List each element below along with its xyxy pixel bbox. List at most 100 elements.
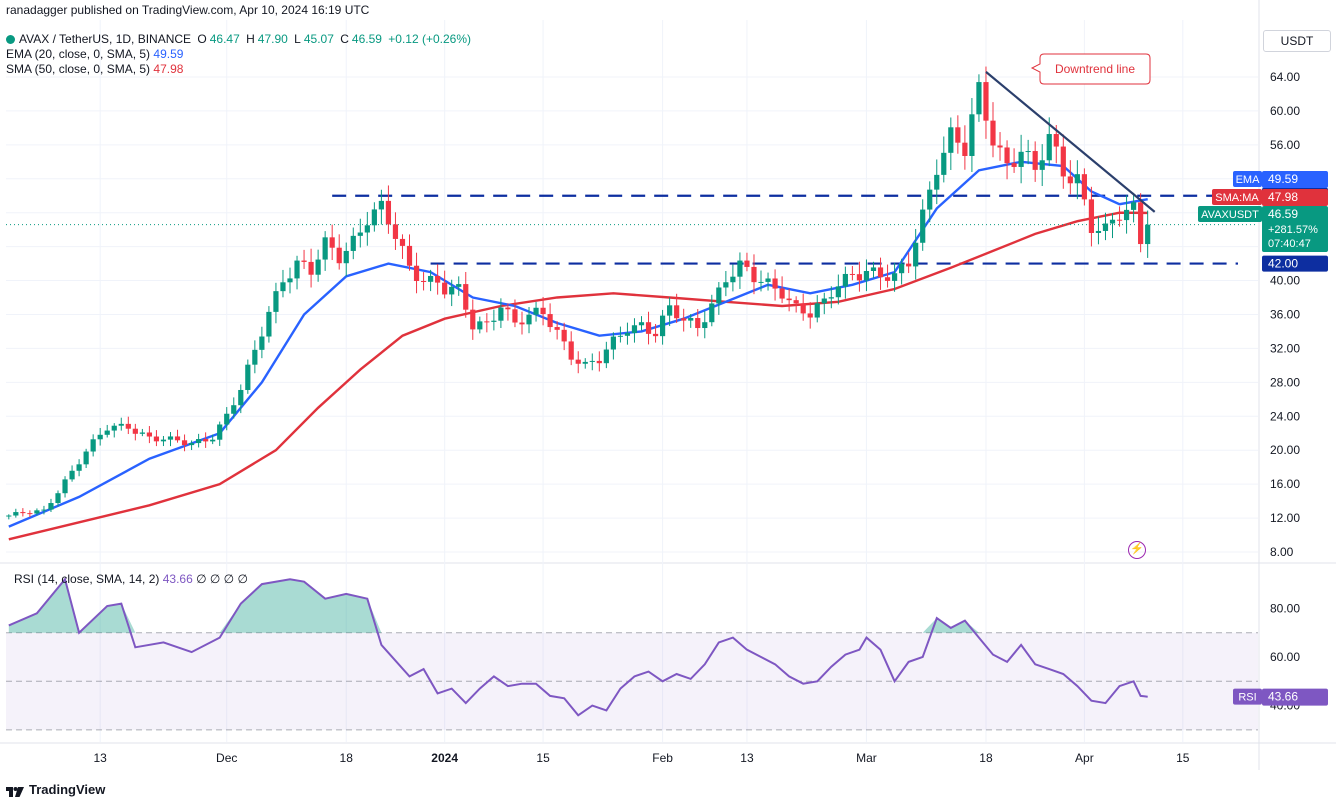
candle [751,254,757,295]
ema-price-tag: EMA 49.59 [1233,171,1328,188]
symbol-price-tag-value-box [1262,206,1328,252]
candle-body [744,260,750,267]
candle [582,358,588,369]
candle [828,286,834,309]
candle-body [1032,151,1038,170]
candle-body [224,413,230,425]
candle-body [420,280,427,282]
symbol-price-tag-extra: 07:40:47 [1268,238,1311,250]
candle [210,434,216,445]
candle-body [884,277,891,281]
candle [533,301,539,322]
candle-body [132,428,138,434]
candle [1095,216,1102,245]
candle [1060,134,1066,189]
brand[interactable]: TradingView [6,782,105,797]
trendline-segment [985,71,1156,213]
sma-legend[interactable]: SMA (50, close, 0, SMA, 5) 47.98 [6,62,183,76]
candle-body [983,82,989,121]
candle [83,448,89,468]
candle [153,430,160,447]
candle [273,282,279,324]
candle [765,272,771,291]
candle [779,276,785,304]
symbol-header[interactable]: AVAX / TetherUS, 1D, BINANCE O 46.47 H 47.… [6,32,474,46]
candle-body [674,305,680,319]
candle [428,269,434,292]
rsi-legend[interactable]: RSI (14, close, SMA, 14, 2) 43.66 ∅ ∅ ∅ … [14,572,248,586]
candle-body [371,209,377,226]
status-dot-icon [6,35,15,44]
candle-body [322,237,328,260]
candle [146,426,152,444]
candle [315,249,321,282]
candle-body [920,209,926,243]
candle [589,353,595,371]
candle-body [308,261,314,275]
candle [1025,139,1031,165]
symbol-price-tag-value: 46.59 [1268,207,1298,221]
candle-body [266,311,272,337]
rsi-tick-label: 80.00 [1270,601,1300,615]
candle-body [259,336,265,350]
publisher-line: ranadagger published on TradingView.com,… [6,3,370,17]
candle-body [97,434,103,440]
candle [884,264,891,288]
close-value: 46.59 [351,32,382,46]
candle [891,262,898,292]
candle-body [519,322,525,325]
rsi-price-tag: RSI 43.66 [1233,688,1328,706]
candle-body [681,318,687,321]
sma-legend-value: 47.98 [153,62,184,76]
candle [41,505,47,515]
candle [920,199,926,251]
candle [849,265,855,281]
candle-body [751,266,757,283]
candle-body [491,320,497,322]
candle-body [252,349,258,365]
rsi-price-tag-name: RSI [1238,692,1256,704]
sma-price-tag: SMA:MA 47.98 [1212,189,1328,206]
candle [308,248,314,288]
ema-price-tag-name: EMA [1236,174,1261,186]
ema-legend[interactable]: EMA (20, close, 0, SMA, 5) 49.59 [6,47,183,61]
candle [758,270,764,292]
candle [1032,141,1038,182]
candle [617,326,624,343]
candle [793,296,799,313]
downtrend-line[interactable] [985,71,1156,213]
candle [322,231,328,271]
candle-body [378,200,384,210]
time-tick-label: Mar [856,751,877,765]
change-value: +0.12 (+0.26%) [388,32,472,46]
horizontal-levels[interactable] [332,194,1238,265]
sma-price-tag-name-box [1212,189,1262,205]
candle-body [962,142,968,156]
candle [132,423,138,441]
candle [1123,195,1130,234]
downtrend-callout[interactable]: Downtrend line [1030,53,1151,85]
rsi-line [8,577,1148,717]
candle-body [111,425,117,431]
price-tick-label: 24.00 [1270,409,1300,423]
candle [76,459,82,477]
candle [48,498,54,513]
flash-icon[interactable]: ⚡ [1128,541,1146,559]
candle-body [617,335,624,337]
candle-body [449,286,455,295]
candle [835,274,841,305]
candle [948,117,954,171]
candle [301,249,307,269]
candle-body [828,297,834,299]
candle-body [1067,176,1073,184]
candle [484,313,490,333]
candle [498,298,504,328]
currency-button[interactable]: USDT [1263,30,1331,52]
candle-body [1025,151,1031,153]
candle-body [856,274,863,281]
candle [807,302,813,329]
candle-body [1060,146,1066,177]
sma-price-tag-name: SMA:MA [1215,192,1259,204]
candle [723,270,729,297]
